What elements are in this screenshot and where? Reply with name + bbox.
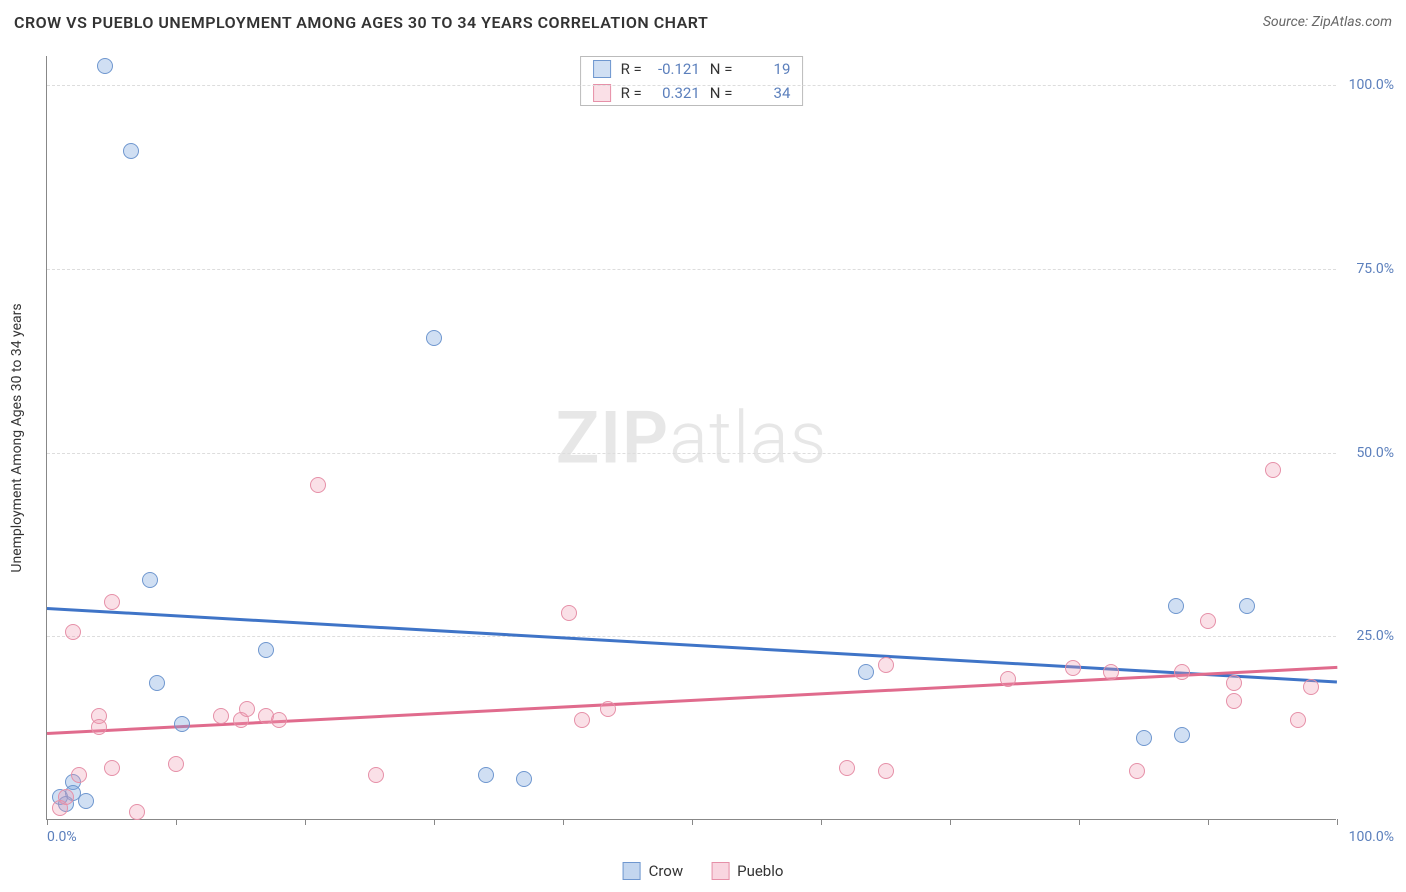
data-point bbox=[58, 789, 74, 805]
data-point bbox=[878, 657, 894, 673]
x-tick bbox=[692, 819, 693, 825]
legend-swatch bbox=[593, 60, 611, 78]
n-value: 19 bbox=[742, 60, 790, 78]
x-tick bbox=[1079, 819, 1080, 825]
y-axis-label: Unemployment Among Ages 30 to 34 years bbox=[9, 303, 25, 572]
gridline bbox=[47, 453, 1336, 454]
data-point bbox=[1136, 730, 1152, 746]
data-point bbox=[1239, 598, 1255, 614]
x-tick bbox=[1208, 819, 1209, 825]
data-point bbox=[600, 701, 616, 717]
r-label: R = bbox=[621, 60, 642, 78]
data-point bbox=[129, 804, 145, 820]
x-tick bbox=[1337, 819, 1338, 825]
data-point bbox=[142, 572, 158, 588]
x-tick bbox=[434, 819, 435, 825]
data-point bbox=[1226, 693, 1242, 709]
legend-label: Pueblo bbox=[737, 862, 783, 880]
data-point bbox=[1303, 679, 1319, 695]
y-tick-label: 100.0% bbox=[1349, 77, 1394, 93]
data-point bbox=[1226, 675, 1242, 691]
data-point bbox=[258, 642, 274, 658]
x-tick bbox=[821, 819, 822, 825]
chart-header: CROW VS PUEBLO UNEMPLOYMENT AMONG AGES 3… bbox=[0, 0, 1406, 44]
data-point bbox=[310, 477, 326, 493]
gridline bbox=[47, 85, 1336, 86]
data-point bbox=[516, 771, 532, 787]
data-point bbox=[71, 767, 87, 783]
data-point bbox=[104, 760, 120, 776]
n-label: N = bbox=[710, 84, 733, 102]
data-point bbox=[239, 701, 255, 717]
y-tick-label: 75.0% bbox=[1356, 261, 1394, 277]
legend-item: Crow bbox=[623, 862, 684, 880]
y-tick-label: 25.0% bbox=[1356, 628, 1394, 644]
n-value: 34 bbox=[742, 84, 790, 102]
data-point bbox=[168, 756, 184, 772]
data-point bbox=[78, 793, 94, 809]
legend-label: Crow bbox=[649, 862, 684, 880]
x-tick bbox=[950, 819, 951, 825]
x-tick bbox=[563, 819, 564, 825]
data-point bbox=[1065, 660, 1081, 676]
r-value: 0.321 bbox=[652, 84, 700, 102]
chart-source: Source: ZipAtlas.com bbox=[1263, 14, 1392, 30]
data-point bbox=[574, 712, 590, 728]
gridline bbox=[47, 636, 1336, 637]
n-label: N = bbox=[710, 60, 733, 78]
data-point bbox=[1000, 671, 1016, 687]
data-point bbox=[65, 624, 81, 640]
x-tick bbox=[47, 819, 48, 825]
data-point bbox=[97, 58, 113, 74]
x-axis-max-label: 100.0% bbox=[1349, 829, 1394, 845]
legend-swatch bbox=[623, 862, 641, 880]
watermark: ZIPatlas bbox=[556, 395, 828, 480]
legend-item: Pueblo bbox=[711, 862, 783, 880]
data-point bbox=[858, 664, 874, 680]
legend-swatch bbox=[711, 862, 729, 880]
data-point bbox=[839, 760, 855, 776]
data-point bbox=[1200, 613, 1216, 629]
x-axis-min-label: 0.0% bbox=[47, 829, 77, 845]
data-point bbox=[91, 719, 107, 735]
data-point bbox=[1174, 664, 1190, 680]
data-point bbox=[1174, 727, 1190, 743]
data-point bbox=[271, 712, 287, 728]
data-point bbox=[104, 594, 120, 610]
series-legend: Crow Pueblo bbox=[623, 862, 784, 880]
data-point bbox=[1103, 664, 1119, 680]
data-point bbox=[368, 767, 384, 783]
data-point bbox=[1265, 462, 1281, 478]
data-point bbox=[878, 763, 894, 779]
stats-row: R = -0.121 N = 19 bbox=[581, 57, 803, 81]
data-point bbox=[213, 708, 229, 724]
data-point bbox=[426, 330, 442, 346]
x-tick bbox=[305, 819, 306, 825]
r-label: R = bbox=[621, 84, 642, 102]
data-point bbox=[478, 767, 494, 783]
gridline bbox=[47, 269, 1336, 270]
data-point bbox=[174, 716, 190, 732]
chart-title: CROW VS PUEBLO UNEMPLOYMENT AMONG AGES 3… bbox=[14, 13, 708, 32]
data-point bbox=[561, 605, 577, 621]
data-point bbox=[123, 143, 139, 159]
data-point bbox=[149, 675, 165, 691]
r-value: -0.121 bbox=[652, 60, 700, 78]
y-tick-label: 50.0% bbox=[1356, 445, 1394, 461]
trend-line bbox=[47, 607, 1337, 683]
legend-swatch bbox=[593, 84, 611, 102]
correlation-stats-legend: R = -0.121 N = 19 R = 0.321 N = 34 bbox=[580, 56, 804, 106]
scatter-plot-area: Unemployment Among Ages 30 to 34 years Z… bbox=[46, 56, 1336, 820]
x-tick bbox=[176, 819, 177, 825]
data-point bbox=[1290, 712, 1306, 728]
data-point bbox=[1168, 598, 1184, 614]
data-point bbox=[1129, 763, 1145, 779]
